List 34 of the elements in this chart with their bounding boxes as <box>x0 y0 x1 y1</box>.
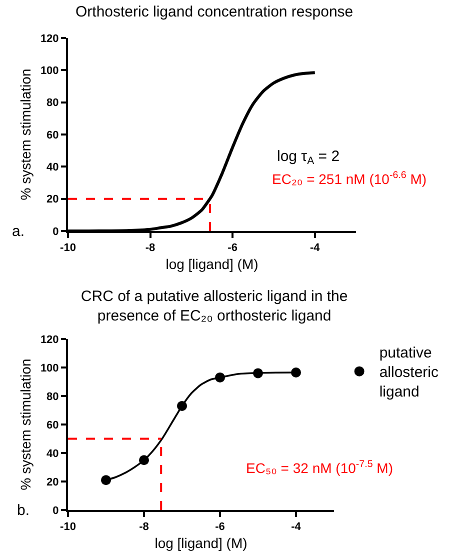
x-tick-label: -8 <box>139 521 149 534</box>
y-axis-title: % system stimulation <box>18 68 34 200</box>
x-tick-label: -6 <box>215 521 225 534</box>
y-tick-label: 100 <box>40 65 59 78</box>
x-axis-title: log [ligand] (M) <box>154 535 248 551</box>
x-tick-label: -6 <box>228 242 238 254</box>
y-axis-title: % system stimulation <box>18 358 34 490</box>
ref-line-label: EC₂₀ = 251 nM (10$^{-6.6}$ M) <box>272 170 427 187</box>
x-tick-label: -8 <box>145 242 156 254</box>
y-tick-label: 0 <box>52 226 59 238</box>
y-tick-label: 40 <box>46 448 59 460</box>
chart-title: CRC of a putative allosteric ligand in the presence of EC₂₀ orthosteric ligand <box>80 288 348 324</box>
y-tick-label: 80 <box>46 390 59 403</box>
text: a. <box>12 223 25 240</box>
y-tick-label: 100 <box>40 362 59 374</box>
annotation: log τ$_{A}$ = 2 <box>277 148 340 168</box>
legend-label: putative allosteric ligand <box>379 344 440 401</box>
y-tick-label: 20 <box>46 194 59 206</box>
y-tick-label: 0 <box>52 504 59 517</box>
y-tick-label: 20 <box>46 476 59 488</box>
x-tick-label: -4 <box>291 521 302 534</box>
chart-title: Orthosteric ligand concentration response <box>75 4 354 20</box>
y-tick-label: 120 <box>40 334 59 346</box>
x-tick-label: -10 <box>60 242 76 254</box>
y-tick-label: 40 <box>46 162 59 174</box>
y-tick-label: 120 <box>40 32 59 45</box>
x-tick-label: -4 <box>310 242 321 254</box>
x-axis-title: log [ligand] (M) <box>166 256 258 272</box>
y-tick-label: 60 <box>46 419 59 432</box>
y-tick-label: 60 <box>46 129 59 142</box>
ref-line-label: EC₅₀ = 32 nM (10$^{-7.5}$ M) <box>246 459 393 476</box>
x-tick-label: -10 <box>60 521 76 534</box>
text: b. <box>17 502 30 519</box>
y-tick-label: 80 <box>46 97 59 110</box>
